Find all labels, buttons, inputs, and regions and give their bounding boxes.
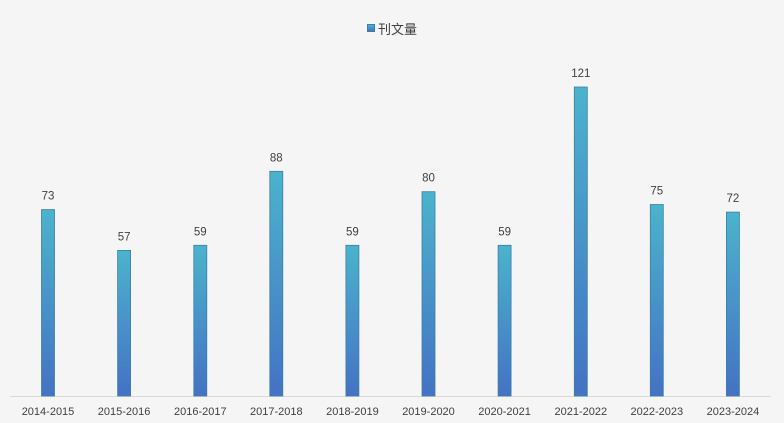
x-tick-label-2023-2024: 2023-2024 [707, 406, 760, 418]
bar-2021-2022 [573, 86, 588, 397]
bar-2014-2015 [41, 209, 55, 397]
x-tick-label-2014-2015: 2014-2015 [22, 406, 75, 418]
legend: 刊文量 [0, 19, 784, 38]
bar-2019-2020 [421, 191, 436, 397]
bar-2016-2017 [193, 244, 208, 397]
data-label-2018-2019: 59 [346, 226, 359, 238]
data-label-2015-2016: 57 [118, 231, 131, 243]
data-label-2021-2022: 121 [571, 68, 590, 80]
bar-2017-2018 [269, 170, 284, 397]
data-label-2020-2021: 59 [498, 226, 511, 238]
bar-2015-2016 [117, 249, 131, 397]
bar-2020-2021 [497, 244, 512, 397]
legend-label-series: 刊文量 [377, 23, 417, 38]
data-label-2023-2024: 72 [727, 193, 740, 205]
data-label-2014-2015: 73 [42, 191, 55, 203]
x-tick-label-2020-2021: 2020-2021 [478, 406, 531, 418]
x-tick-label-2017-2018: 2017-2018 [250, 406, 303, 418]
x-tick-label-2022-2023: 2022-2023 [630, 406, 683, 418]
x-tick-label-2021-2022: 2021-2022 [554, 406, 607, 418]
bar-2018-2019 [345, 244, 360, 397]
x-tick-label-2019-2020: 2019-2020 [402, 406, 455, 418]
x-tick-label-2016-2017: 2016-2017 [174, 406, 227, 418]
data-label-2016-2017: 59 [194, 226, 207, 238]
legend-swatch [366, 23, 375, 32]
x-tick-label-2018-2019: 2018-2019 [326, 406, 379, 418]
data-label-2017-2018: 88 [270, 152, 283, 164]
bar-2023-2024 [726, 211, 740, 397]
data-label-2019-2020: 80 [422, 173, 435, 185]
x-tick-label-2015-2016: 2015-2016 [98, 406, 151, 418]
bar-2022-2023 [649, 204, 664, 397]
data-label-2022-2023: 75 [650, 186, 663, 198]
